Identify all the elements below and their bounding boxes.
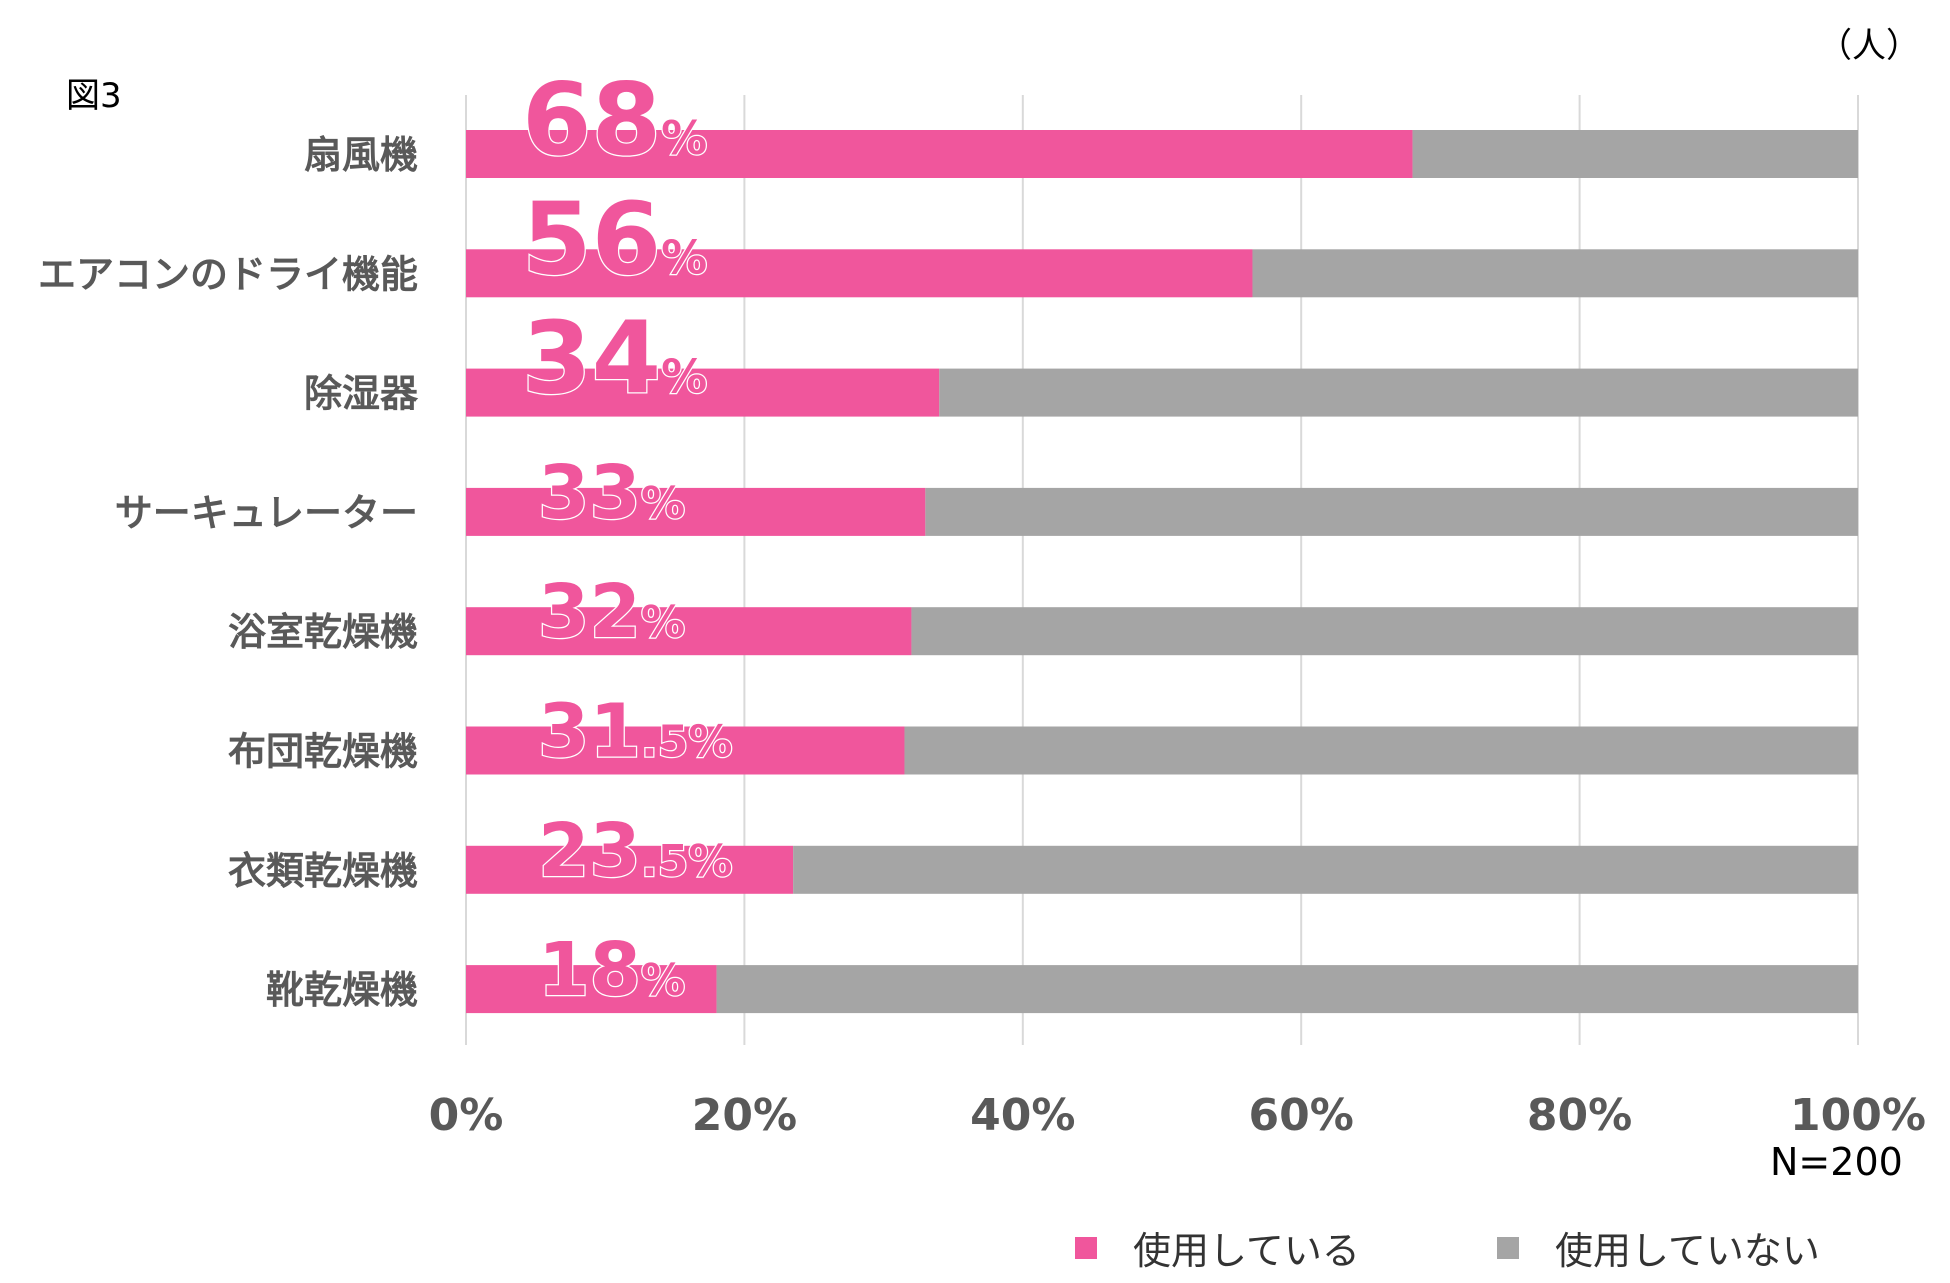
bar-unused <box>939 368 1858 417</box>
category-label: 布団乾燥機 <box>228 730 418 774</box>
data-label: 34% <box>522 300 707 417</box>
legend-label-unused: 使用していない <box>1555 1229 1820 1273</box>
data-label: 23.5% <box>538 808 732 894</box>
bar-unused <box>904 726 1858 775</box>
data-label-unit: % <box>641 478 685 529</box>
data-label-number: 68 <box>522 61 661 178</box>
category-label: サーキュレーター <box>115 491 418 535</box>
x-tick-label: 60% <box>1249 1090 1354 1141</box>
x-tick-label: 100% <box>1790 1090 1926 1141</box>
figure-label: 図3 <box>66 76 122 116</box>
data-label-unit: .5% <box>641 836 732 887</box>
data-label-number: 34 <box>522 300 661 417</box>
data-label-unit: % <box>641 597 685 648</box>
data-label: 18% <box>538 927 685 1013</box>
legend-item-used: 使用している <box>1075 1220 1360 1275</box>
data-label: 56% <box>522 180 707 297</box>
data-label-number: 33 <box>538 450 641 536</box>
category-labels: 扇風機エアコンのドライ機能除湿器サーキュレーター浴室乾燥機布団乾燥機衣類乾燥機靴… <box>38 133 419 1012</box>
bar-used <box>466 130 1413 178</box>
data-label: 33% <box>538 450 685 536</box>
data-label: 31.5% <box>538 689 732 775</box>
bar-used <box>466 487 926 536</box>
data-label-unit: % <box>661 111 707 165</box>
legend-label-used: 使用している <box>1133 1229 1360 1273</box>
bar-unused <box>1412 130 1858 178</box>
category-label: 扇風機 <box>304 133 418 177</box>
x-tick-label: 40% <box>970 1090 1075 1141</box>
category-label: エアコンのドライ機能 <box>38 252 418 296</box>
category-label: 浴室乾燥機 <box>228 610 418 654</box>
category-label: 靴乾燥機 <box>266 968 418 1012</box>
bar-unused <box>911 607 1858 656</box>
x-tick-label: 0% <box>429 1090 504 1141</box>
bar-used <box>466 726 905 775</box>
bar-used <box>466 965 717 1014</box>
legend-item-unused: 使用していない <box>1497 1220 1820 1275</box>
data-label-number: 31 <box>538 689 641 775</box>
sample-size-label: N=200 <box>1770 1140 1903 1184</box>
x-tick-label: 80% <box>1527 1090 1632 1141</box>
legend-swatch-used <box>1075 1236 1097 1259</box>
data-label-number: 18 <box>538 927 641 1013</box>
bar-unused <box>925 487 1858 536</box>
bar-unused <box>1252 249 1858 298</box>
data-label-unit: % <box>641 955 685 1006</box>
data-label-unit: .5% <box>641 717 732 768</box>
data-label: 32% <box>538 569 685 655</box>
unit-label: （人） <box>1818 26 1920 66</box>
category-label: 除湿器 <box>304 372 419 416</box>
bar-used <box>466 845 794 894</box>
bar-unused <box>716 965 1858 1014</box>
data-label-number: 32 <box>538 569 641 655</box>
x-tick-labels: 0% 20% 40% 60% 80% 100% <box>429 1090 1926 1141</box>
category-label: 衣類乾燥機 <box>228 849 418 893</box>
data-label: 68% <box>522 61 707 178</box>
x-tick-label: 20% <box>692 1090 797 1141</box>
bar-used <box>466 249 1253 298</box>
legend-swatch-unused <box>1497 1236 1519 1259</box>
data-label-number: 56 <box>522 180 661 297</box>
bar-used <box>466 607 912 656</box>
bar-unused <box>793 845 1858 894</box>
bars <box>466 130 1858 1014</box>
bar-used <box>466 368 940 417</box>
data-labels: 68%56%34%33%32%31.5%23.5%18% <box>521 60 734 1015</box>
data-label-number: 23 <box>538 808 641 894</box>
data-label-unit: % <box>661 350 707 404</box>
data-label-unit: % <box>661 230 707 284</box>
